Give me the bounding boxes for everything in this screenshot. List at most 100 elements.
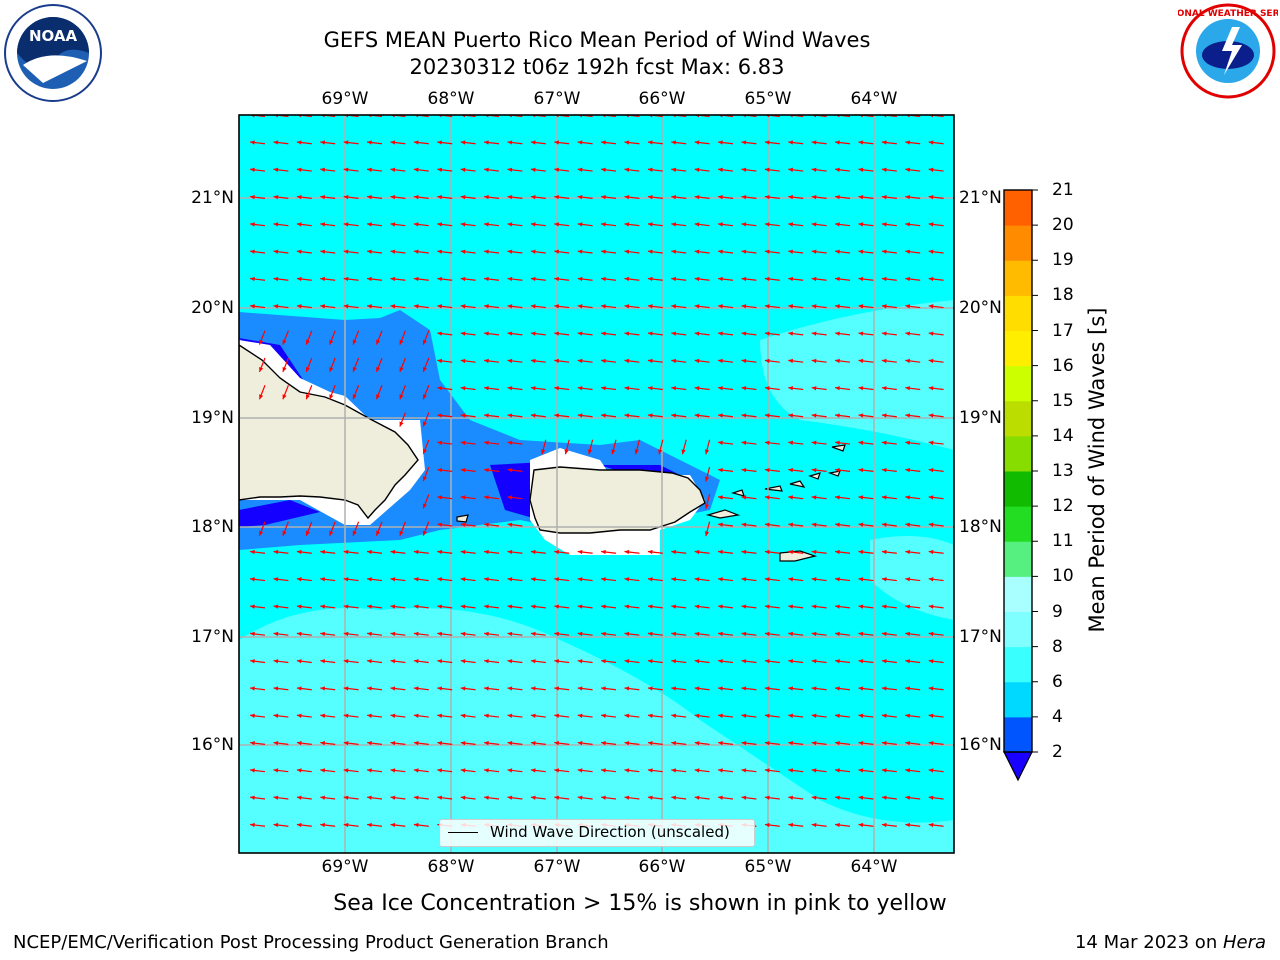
- arrow-head: [460, 740, 466, 746]
- arrow-head: [905, 140, 911, 145]
- arrow-head: [788, 522, 794, 527]
- arrow-head: [273, 249, 279, 254]
- arrow-head: [741, 713, 747, 718]
- arrow-head: [601, 768, 606, 773]
- arrow-head: [764, 386, 770, 391]
- arrow-head: [484, 495, 489, 500]
- arrow-head: [413, 604, 419, 609]
- arrow-head: [811, 549, 817, 555]
- arrow-head: [507, 413, 513, 418]
- arrow-head: [329, 366, 334, 372]
- arrow-head: [343, 249, 349, 254]
- arrow-head: [390, 631, 396, 637]
- colorbar-tick-label: 18: [1052, 285, 1074, 306]
- arrow-head: [624, 249, 630, 254]
- lat-label-left: 20°N: [191, 298, 234, 318]
- arrow-head: [530, 358, 536, 364]
- arrow-head: [881, 577, 887, 582]
- arrow-head: [273, 276, 279, 282]
- arrow-head: [437, 413, 443, 418]
- arrow-head: [367, 768, 372, 773]
- arrow-head: [273, 631, 279, 637]
- arrow-head: [390, 577, 396, 582]
- arrow-head: [858, 795, 864, 800]
- arrow-head: [577, 604, 583, 609]
- arrow-head: [484, 276, 489, 282]
- arrow-head: [507, 577, 513, 582]
- arrow-head: [413, 577, 419, 582]
- arrow-head: [554, 222, 560, 227]
- arrow-head: [320, 140, 326, 145]
- arrow-head: [530, 222, 536, 227]
- arrow-head: [928, 440, 934, 445]
- arrow-head: [835, 549, 840, 555]
- arrow-head: [437, 167, 443, 172]
- arrow-head: [329, 394, 334, 400]
- arrow-head: [422, 394, 427, 400]
- arrow-head: [367, 140, 372, 145]
- arrow-head: [554, 577, 560, 582]
- arrow-head: [624, 222, 630, 227]
- arrow-head: [694, 686, 700, 691]
- arrow-head: [624, 768, 630, 773]
- colorbar-underflow-triangle: [1003, 751, 1033, 782]
- arrow-head: [858, 686, 864, 691]
- arrow-head: [624, 631, 630, 637]
- arrow-head: [484, 413, 489, 418]
- arrow-head: [343, 631, 349, 637]
- arrow-head: [718, 549, 723, 555]
- arrow-head: [601, 577, 606, 582]
- arrow-head: [788, 713, 794, 718]
- arrow-head: [273, 577, 279, 582]
- arrow-head: [624, 686, 630, 691]
- arrow-head: [577, 577, 583, 582]
- arrow-head: [530, 795, 536, 800]
- arrow-head: [788, 167, 794, 172]
- arrow-head: [718, 440, 723, 445]
- colorbar-tick-label: 8: [1052, 636, 1063, 657]
- arrow-head: [601, 194, 606, 200]
- arrow-head: [811, 495, 817, 500]
- arrow-head: [764, 276, 770, 282]
- arrow-head: [305, 339, 310, 345]
- colorbar-tick-label: 4: [1052, 706, 1063, 727]
- arrow-head: [577, 659, 583, 664]
- arrow-head: [367, 222, 372, 227]
- arrow-head: [399, 366, 404, 372]
- arrow-head: [788, 304, 794, 309]
- arrow-head: [367, 822, 372, 828]
- noaa-logo-text: NOAA: [29, 27, 78, 45]
- arrow-head: [694, 222, 700, 227]
- arrow-head: [530, 331, 536, 336]
- arrow-head: [858, 549, 864, 555]
- arrow-head: [858, 249, 864, 254]
- arrow-head: [273, 194, 279, 200]
- st-croix-island: [779, 550, 818, 562]
- arrow-head: [413, 167, 419, 172]
- arrow-head: [905, 522, 911, 527]
- arrow-head: [741, 659, 747, 664]
- arrow-head: [741, 331, 747, 336]
- lat-label-right: 19°N: [959, 408, 1002, 428]
- arrow-head: [671, 358, 677, 364]
- arrow-head: [437, 659, 443, 664]
- arrow-head: [399, 421, 404, 427]
- arrow-head: [881, 522, 887, 527]
- arrow-head: [460, 304, 466, 309]
- colorbar-segment: [1004, 506, 1032, 542]
- arrow-head: [577, 795, 583, 800]
- lat-label-right: 21°N: [959, 188, 1002, 208]
- colorbar-segment: [1004, 260, 1032, 296]
- arrow-head: [484, 549, 489, 555]
- arrow-head: [460, 276, 466, 282]
- arrow-head: [390, 167, 396, 172]
- arrow-head: [811, 740, 817, 746]
- arrow-head: [881, 413, 887, 418]
- arrow-head: [764, 413, 770, 418]
- arrow-head: [507, 386, 513, 391]
- arrow-head: [507, 659, 513, 664]
- arrow-head: [250, 631, 255, 637]
- arrow-head: [718, 740, 723, 746]
- arrow-head: [282, 366, 287, 372]
- arrow-head: [811, 522, 817, 527]
